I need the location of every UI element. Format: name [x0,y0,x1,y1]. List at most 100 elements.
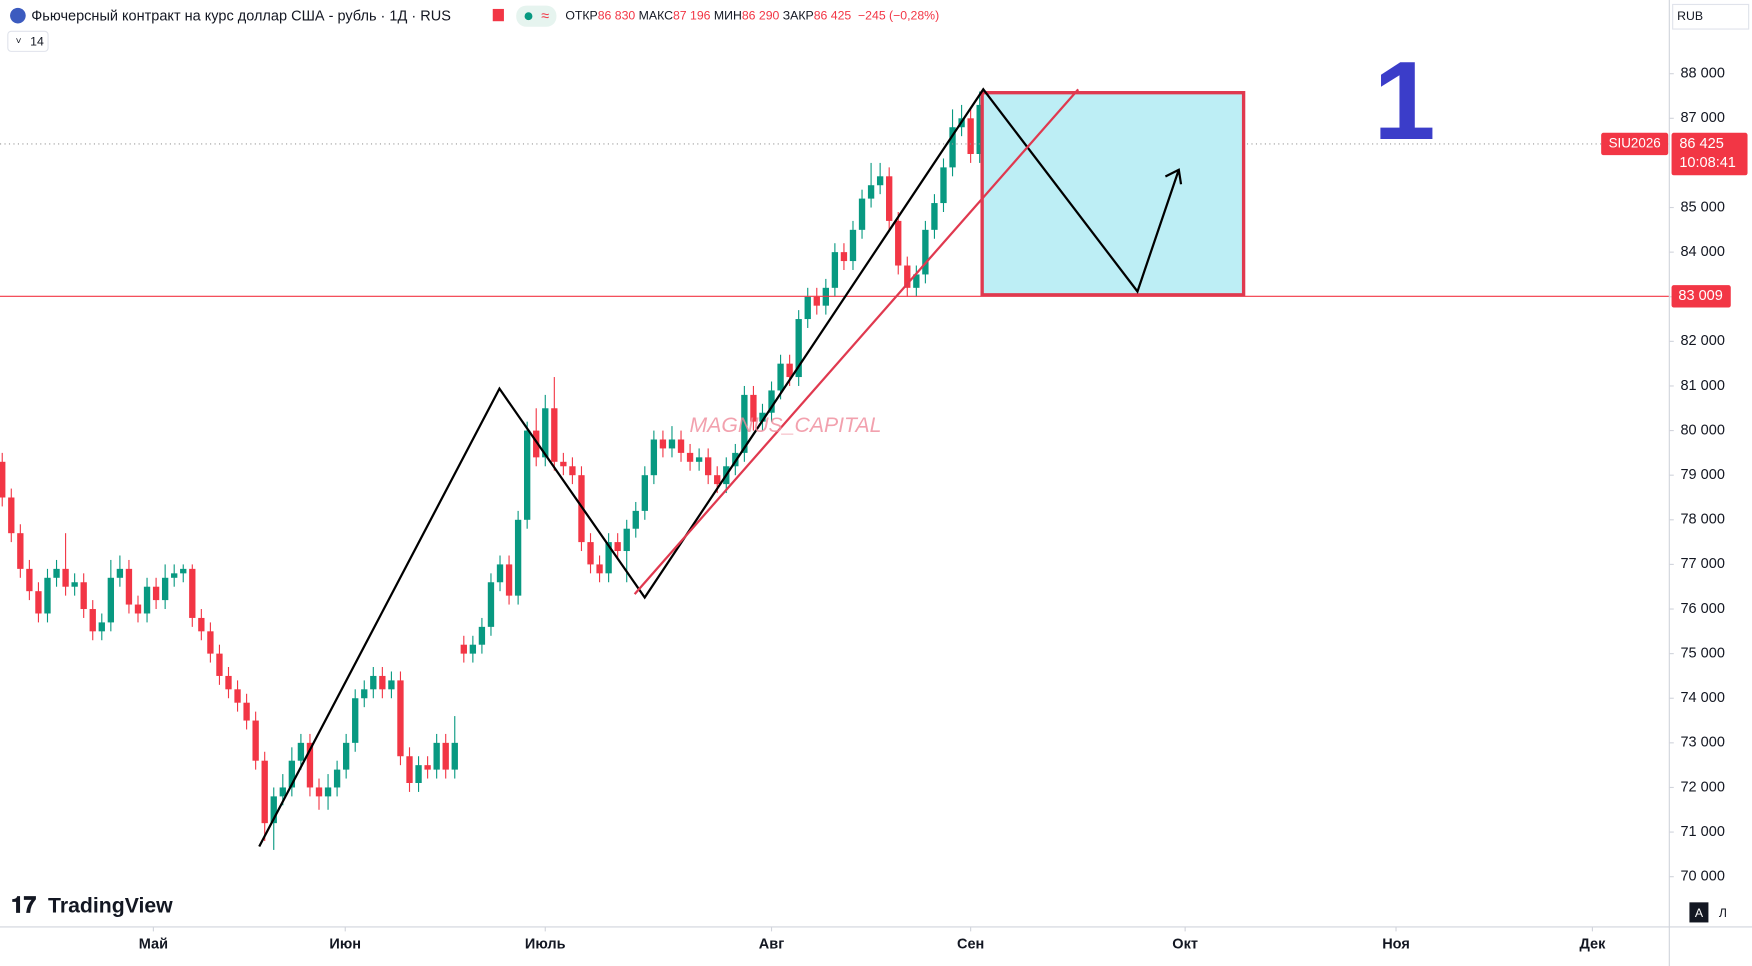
candle-body [741,394,748,453]
y-tick-label: 84 000 [1680,244,1724,260]
plot-area [0,91,1670,850]
candle-body [876,176,884,186]
countdown: 10:08:41 [1679,155,1736,171]
candle-body [542,408,549,458]
price-label: 86 425 [1679,136,1723,152]
candle-body [867,185,875,199]
y-tick-label: 71 000 [1680,824,1724,840]
status-icon: ≈ [541,9,549,25]
watermark: MAGNUS_CAPITAL [690,414,882,437]
auto-scale-label: A [1695,906,1704,920]
candle-body [505,564,513,596]
ohlc-legend: ОТКР86 830 МАКС87 196 МИН86 290 ЗАКР86 4… [565,9,939,23]
candle-body [922,229,929,275]
candle-body [279,787,286,797]
candle-body [89,609,96,632]
candle-body [370,675,377,690]
candle-body [514,519,522,596]
symbol-tag [1601,132,1669,156]
candle-body [17,533,24,569]
candle-body [795,319,802,378]
y-tick-label: 72 000 [1680,779,1724,795]
candle-body [0,461,6,498]
candle-body [180,568,187,574]
ohlc-value: 86 290 [742,9,780,23]
candle-body [632,510,639,529]
candle-body [487,582,495,627]
candle-body [895,220,902,266]
candle-body [333,769,341,788]
candle-body [171,573,178,578]
candle-body [324,787,332,797]
x-tick-label: Июль [525,937,566,953]
x-tick-label: Ноя [1382,937,1410,953]
candle-body [714,475,721,485]
arrow-head [1164,168,1183,185]
candle-body [650,439,658,476]
candle-body [949,127,956,168]
price-tag [1671,132,1748,176]
candle-body [940,167,947,204]
candle-body [152,586,160,601]
y-tick-label: 80 000 [1680,422,1724,438]
candle-body [786,363,793,378]
currency-select[interactable] [1672,3,1750,30]
y-tick-label: 81 000 [1680,378,1724,394]
candle-body [134,604,142,614]
level-tag [1671,285,1731,308]
x-tick-label: Сен [957,937,984,953]
candle-body [161,577,169,601]
candle-body [641,475,648,511]
y-tick-label: 73 000 [1680,735,1724,751]
candle-body [252,720,259,761]
candle-body [668,439,676,449]
ohlc-key: МАКС [639,9,673,23]
candle-body [858,198,866,230]
candle-body [695,457,703,462]
status-dot [524,12,533,21]
ohlc-key: МИН [714,9,742,23]
candle-body [261,760,268,824]
status-pill[interactable] [516,5,557,27]
candle-body [849,229,857,262]
candle-body [442,742,449,770]
candle-body [551,408,558,462]
candle-body [759,412,766,422]
annotation: 1 [1373,38,1435,163]
candle-body [297,742,305,761]
x-tick-label: Авг [759,937,784,953]
auto-scale-button[interactable] [1689,902,1709,923]
ohlc-value: 87 196 [673,9,711,23]
y-tick-label: 79 000 [1680,467,1724,483]
candle-body [26,568,33,592]
candle-body [913,274,920,288]
log-scale-label[interactable]: Л [1719,906,1727,920]
candle-body [931,203,938,230]
candle-body [270,796,277,824]
candle-body [342,742,350,770]
candle-body [116,568,124,578]
candle-body [379,675,386,690]
candle-body [225,675,232,690]
y-tick-label: 75 000 [1680,645,1724,661]
candle-body [587,542,594,565]
candle-body [80,582,87,610]
candle-body [125,568,133,605]
candle-body [424,765,431,770]
candle-body [460,644,467,654]
candle-body [53,568,60,578]
candle-body [189,568,196,618]
interval-value: 14 [30,35,44,49]
interval-control[interactable] [7,30,49,52]
candle-body [62,568,69,587]
candle-body [560,461,567,467]
logo: TradingView [48,894,173,917]
x-tick-label: Июн [329,937,361,953]
y-tick-label: 87 000 [1680,110,1724,126]
x-tick-label: Май [139,937,168,953]
trend-line [633,88,1080,595]
candle-body [207,631,214,654]
level-label: 83 009 [1678,288,1722,304]
candle-body [44,577,51,614]
